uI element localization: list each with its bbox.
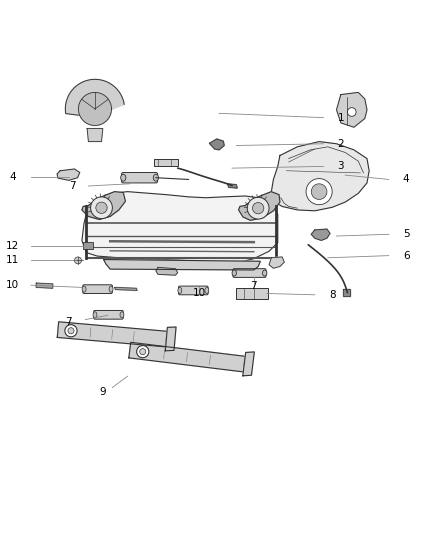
Circle shape [247, 197, 269, 219]
Polygon shape [82, 192, 125, 220]
Polygon shape [228, 184, 237, 188]
Text: 4: 4 [9, 172, 16, 182]
Circle shape [65, 325, 77, 337]
FancyBboxPatch shape [121, 173, 158, 183]
Polygon shape [336, 92, 367, 127]
Ellipse shape [262, 270, 267, 276]
Text: 4: 4 [403, 174, 410, 184]
Text: 3: 3 [338, 161, 344, 172]
Text: 10: 10 [6, 280, 19, 290]
Circle shape [140, 349, 146, 354]
Circle shape [311, 184, 327, 199]
FancyBboxPatch shape [83, 285, 113, 294]
FancyBboxPatch shape [179, 286, 208, 295]
Text: 10: 10 [193, 288, 206, 298]
Ellipse shape [120, 312, 124, 318]
Circle shape [306, 179, 332, 205]
Polygon shape [209, 139, 224, 150]
Polygon shape [311, 229, 330, 240]
Polygon shape [271, 142, 369, 211]
Ellipse shape [153, 174, 159, 181]
Text: 11: 11 [6, 255, 19, 264]
Circle shape [68, 328, 74, 334]
FancyBboxPatch shape [233, 269, 266, 277]
Text: 6: 6 [403, 251, 410, 261]
Ellipse shape [109, 286, 113, 292]
Text: 5: 5 [403, 229, 410, 239]
Text: 9: 9 [99, 387, 106, 397]
Text: 12: 12 [6, 240, 19, 251]
Text: 1: 1 [338, 112, 344, 123]
Polygon shape [57, 322, 167, 347]
Circle shape [347, 108, 356, 116]
Polygon shape [115, 287, 137, 290]
Polygon shape [104, 260, 260, 270]
Circle shape [253, 203, 264, 214]
Polygon shape [78, 92, 112, 125]
Polygon shape [87, 128, 103, 142]
Polygon shape [239, 192, 280, 220]
FancyBboxPatch shape [83, 242, 93, 249]
Polygon shape [269, 257, 284, 268]
Circle shape [74, 257, 81, 264]
Circle shape [137, 345, 149, 358]
Text: 7: 7 [251, 281, 257, 291]
FancyBboxPatch shape [236, 288, 268, 299]
Ellipse shape [82, 286, 86, 292]
Polygon shape [243, 352, 254, 376]
Ellipse shape [178, 287, 182, 294]
Polygon shape [36, 283, 53, 288]
Polygon shape [129, 342, 245, 372]
Text: 7: 7 [69, 181, 76, 191]
Polygon shape [156, 268, 178, 275]
Text: 2: 2 [338, 139, 344, 149]
Polygon shape [82, 192, 278, 265]
Polygon shape [57, 169, 80, 180]
Text: 7: 7 [66, 317, 72, 327]
FancyBboxPatch shape [154, 158, 178, 166]
Ellipse shape [93, 312, 97, 318]
Text: 8: 8 [329, 290, 336, 300]
Polygon shape [65, 79, 124, 118]
Circle shape [96, 202, 107, 213]
Circle shape [91, 197, 113, 219]
Ellipse shape [120, 174, 126, 181]
Ellipse shape [232, 270, 237, 276]
Ellipse shape [205, 287, 209, 294]
Polygon shape [165, 327, 176, 351]
Polygon shape [343, 289, 350, 296]
FancyBboxPatch shape [94, 310, 123, 319]
